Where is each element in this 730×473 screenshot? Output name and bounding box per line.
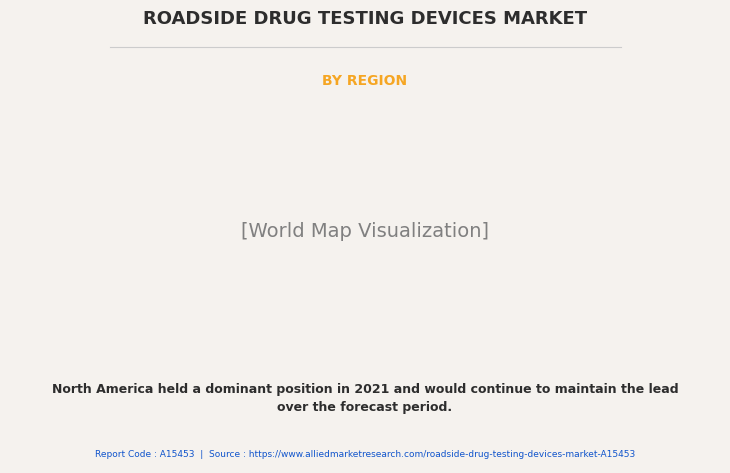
Text: [World Map Visualization]: [World Map Visualization]	[241, 222, 489, 241]
Text: BY REGION: BY REGION	[323, 74, 407, 88]
Text: North America held a dominant position in 2021 and would continue to maintain th: North America held a dominant position i…	[52, 383, 678, 413]
Text: Report Code : A15453  |  Source : https://www.alliedmarketresearch.com/roadside-: Report Code : A15453 | Source : https://…	[95, 450, 635, 459]
Text: ROADSIDE DRUG TESTING DEVICES MARKET: ROADSIDE DRUG TESTING DEVICES MARKET	[143, 10, 587, 28]
